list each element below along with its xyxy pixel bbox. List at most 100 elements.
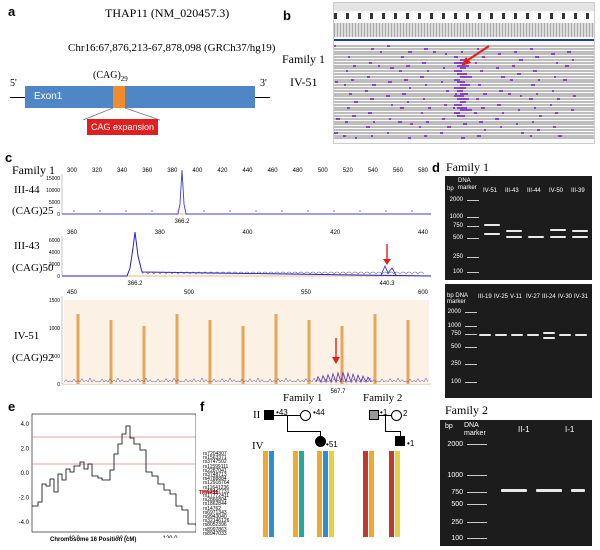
igv-mismatch xyxy=(386,95,390,98)
x-tick-label: 540 xyxy=(368,168,379,174)
panel-c-letter: c xyxy=(5,150,13,165)
ladder-band xyxy=(465,334,477,335)
ladder-band xyxy=(467,272,479,273)
igv-mismatch xyxy=(410,123,413,126)
igv-mismatch xyxy=(478,84,481,87)
igv-mismatch xyxy=(571,109,574,112)
gel-band xyxy=(572,230,588,232)
ladder-band xyxy=(467,522,487,523)
gel-lane-label: III-44 xyxy=(527,188,541,194)
igv-mismatch xyxy=(336,117,340,120)
haplotype-bar xyxy=(395,451,400,537)
x-tick-label: 340 xyxy=(117,168,128,174)
igv-mismatch xyxy=(477,47,479,50)
lod-curve xyxy=(32,425,196,526)
igv-mismatch xyxy=(474,112,477,115)
igv-cluster xyxy=(454,112,460,115)
igv-mismatch xyxy=(389,117,391,120)
gel-band xyxy=(527,334,539,336)
igv-mismatch xyxy=(367,75,370,78)
gel-band xyxy=(495,334,507,336)
ped-f2-father xyxy=(369,410,379,420)
igv-mismatch xyxy=(420,75,424,78)
ped-f2-descent xyxy=(385,415,386,431)
igv-mismatch xyxy=(348,56,350,59)
cag-repeat-box xyxy=(113,86,125,108)
igv-mismatch xyxy=(399,70,402,73)
igv-mismatch xyxy=(479,120,483,123)
ladder-label: 500 xyxy=(452,235,463,241)
x-tick-label: 380 xyxy=(155,230,166,236)
igv-mismatch xyxy=(390,67,394,70)
snp-label: rs11641236 xyxy=(203,484,230,491)
igv-cluster xyxy=(460,109,472,112)
lod-y-tick: -2.0 xyxy=(19,496,30,502)
peak-trace xyxy=(62,169,431,215)
igv-mismatch xyxy=(433,50,436,53)
size-standard-dot xyxy=(333,210,335,212)
size-standard-dot xyxy=(359,210,361,212)
igv-mismatch xyxy=(365,89,368,92)
igv-mismatch xyxy=(455,92,457,95)
noise-trace xyxy=(63,377,429,383)
ladder-band xyxy=(467,217,479,218)
gel-band xyxy=(528,236,544,238)
igv-read-row xyxy=(334,129,594,131)
ladder-band xyxy=(467,238,479,239)
y-tick-label: 2000 xyxy=(49,262,60,268)
snp-label: rs2287041 xyxy=(203,467,227,474)
igv-mismatch xyxy=(516,123,518,126)
igv-mismatch xyxy=(349,92,352,95)
snp-label: rs7204307 xyxy=(203,451,227,457)
igv-mismatch xyxy=(353,64,356,67)
size-standard-dot xyxy=(177,210,179,212)
ladder-label: 250 xyxy=(450,361,461,367)
size-standard-peak xyxy=(109,320,113,384)
x-tick-label: 450 xyxy=(67,290,78,296)
igv-read-row xyxy=(334,95,594,98)
trace1-cag: (CAG)25 xyxy=(12,205,54,217)
igv-cluster xyxy=(454,87,466,89)
gel1-bp: bp xyxy=(447,186,454,192)
igv-mismatch xyxy=(422,61,426,64)
igv-mismatch xyxy=(446,89,449,92)
panel-a-letter: a xyxy=(8,4,16,19)
igv-mismatch xyxy=(508,92,511,95)
igv-mismatch xyxy=(536,92,538,95)
igv-mismatch xyxy=(475,61,477,64)
x-tick-label: 500 xyxy=(184,290,195,296)
snp-label: rs17772411 xyxy=(203,493,230,499)
igv-ruler xyxy=(334,13,594,19)
igv-mismatch xyxy=(517,73,521,75)
x-tick-label: 420 xyxy=(330,230,341,236)
ped-f1-proband xyxy=(315,436,326,447)
igv-mismatch xyxy=(387,131,389,134)
igv-read-row xyxy=(334,126,594,129)
exon-label: Exon1 xyxy=(34,91,63,102)
snp-label: rs3748713 xyxy=(203,472,227,478)
igv-mismatch xyxy=(453,106,455,109)
gel-family2: bp DNA marker II-1 I-1 2000 1000 750 500 250… xyxy=(440,420,592,546)
ladder-label: 250 xyxy=(452,254,463,260)
x-tick-label: 440 xyxy=(242,168,253,174)
igv-mismatch xyxy=(443,67,445,70)
igv-mismatch xyxy=(352,115,356,117)
ladder-label: 100 xyxy=(451,535,463,542)
ladder-label: 1000 xyxy=(447,323,461,329)
x-tick-label: 460 xyxy=(268,168,279,174)
igv-mismatch xyxy=(502,112,504,115)
ladder-label: 500 xyxy=(450,344,461,350)
gel-band xyxy=(550,229,566,231)
igv-cluster xyxy=(460,92,468,95)
expansion-peak xyxy=(380,265,397,276)
trace3-cag: (CAG)92 xyxy=(12,352,54,364)
igv-mismatch xyxy=(404,78,408,81)
gel-lane-label: III-39 xyxy=(571,188,585,194)
ped-f1-mother xyxy=(300,410,311,421)
ladder-band xyxy=(465,382,477,383)
igv-read-row xyxy=(334,120,594,123)
y-tick-label: 4000 xyxy=(49,250,60,256)
size-standard-dot xyxy=(125,210,127,212)
ladder-label: 250 xyxy=(451,519,463,526)
ladder-band xyxy=(467,444,487,445)
